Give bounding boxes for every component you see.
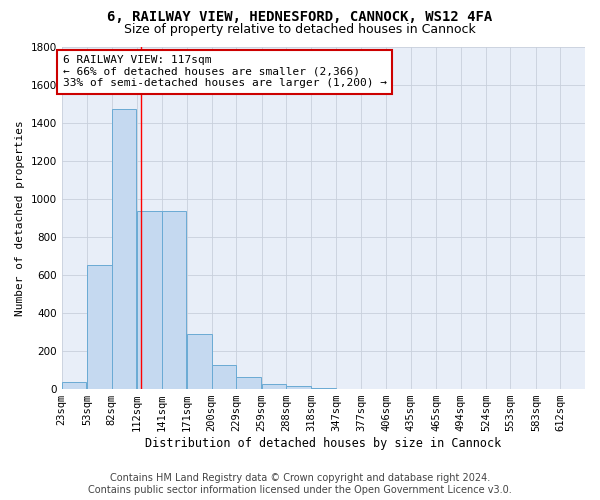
Bar xyxy=(286,386,311,389)
Text: 6 RAILWAY VIEW: 117sqm
← 66% of detached houses are smaller (2,366)
33% of semi-: 6 RAILWAY VIEW: 117sqm ← 66% of detached… xyxy=(62,55,386,88)
Y-axis label: Number of detached properties: Number of detached properties xyxy=(15,120,25,316)
Bar xyxy=(112,110,136,389)
Text: Contains HM Land Registry data © Crown copyright and database right 2024.
Contai: Contains HM Land Registry data © Crown c… xyxy=(88,474,512,495)
Text: 6, RAILWAY VIEW, HEDNESFORD, CANNOCK, WS12 4FA: 6, RAILWAY VIEW, HEDNESFORD, CANNOCK, WS… xyxy=(107,10,493,24)
Bar xyxy=(187,334,212,389)
Bar xyxy=(87,266,112,389)
Bar xyxy=(262,384,286,389)
Bar xyxy=(212,366,236,389)
Bar xyxy=(236,376,260,389)
Text: Size of property relative to detached houses in Cannock: Size of property relative to detached ho… xyxy=(124,22,476,36)
Bar xyxy=(161,211,186,389)
Bar xyxy=(137,211,161,389)
Bar xyxy=(311,388,336,389)
X-axis label: Distribution of detached houses by size in Cannock: Distribution of detached houses by size … xyxy=(145,437,502,450)
Bar xyxy=(62,382,86,389)
